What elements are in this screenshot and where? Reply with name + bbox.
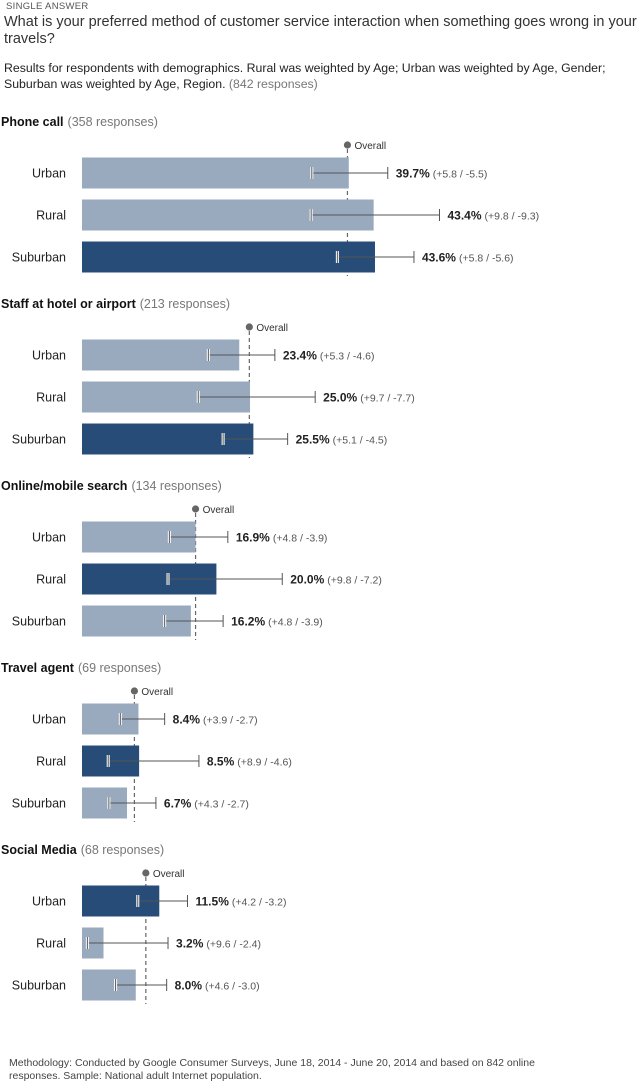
value-percent: 43.4% [448, 209, 482, 223]
chart-section: Online/mobile search (134 responses) Overa… [1, 479, 382, 640]
value-percent: 25.0% [323, 391, 357, 405]
value-percent: 25.5% [296, 433, 330, 447]
confidence-interval: (+5.3 / -4.6) [320, 351, 375, 363]
section-title: Travel agent (69 responses) [1, 661, 161, 675]
overall-label: Overall [354, 141, 386, 152]
confidence-interval: (+4.6 / -3.0) [205, 981, 260, 993]
category-label: Rural [36, 209, 66, 223]
confidence-interval: (+9.6 / -2.4) [206, 939, 261, 951]
chart-section: Travel agent (69 responses) Overall Urban 8.… [1, 661, 292, 822]
value-label: 23.4% (+5.3 / -4.6) [283, 349, 375, 363]
value-percent: 3.2% [176, 937, 204, 951]
value-label: 39.7% (+5.8 / -5.5) [396, 167, 488, 181]
overall-marker [130, 687, 139, 695]
overall-label: Overall [203, 505, 235, 516]
total-responses: (842 responses) [228, 77, 318, 91]
category-label: Urban [32, 713, 66, 727]
value-percent: 8.5% [207, 755, 235, 769]
overall-marker [191, 505, 200, 513]
confidence-interval: (+9.8 / -9.3) [485, 211, 540, 223]
value-label: 25.0% (+9.7 / -7.7) [323, 391, 415, 405]
confidence-interval: (+3.9 / -2.7) [203, 715, 258, 727]
value-percent: 43.6% [422, 251, 456, 265]
subtitle-text: Results for respondents with demographic… [4, 61, 606, 91]
value-label: 6.7% (+4.3 / -2.7) [164, 797, 249, 811]
confidence-interval: (+4.8 / -3.9) [268, 617, 323, 629]
value-label: 11.5% (+4.2 / -3.2) [196, 895, 287, 909]
value-percent: 16.2% [231, 615, 265, 629]
category-label: Urban [32, 167, 66, 181]
category-label: Urban [32, 349, 66, 363]
value-percent: 23.4% [283, 349, 317, 363]
value-percent: 20.0% [290, 573, 324, 587]
results-subtitle: Results for respondents with demographic… [4, 60, 641, 92]
confidence-interval: (+5.1 / -4.5) [333, 435, 388, 447]
confidence-interval: (+8.9 / -4.6) [237, 757, 292, 769]
confidence-interval: (+5.8 / -5.6) [459, 253, 514, 265]
category-label: Rural [36, 755, 66, 769]
section-title: Phone call (358 responses) [1, 115, 158, 129]
value-label: 25.5% (+5.1 / -4.5) [296, 433, 388, 447]
section-title: Staff at hotel or airport (213 responses) [1, 297, 230, 311]
section-title-text: Staff at hotel or airport [1, 297, 137, 311]
category-label: Suburban [12, 251, 66, 265]
methodology-note: Methodology: Conducted by Google Consume… [9, 1057, 535, 1082]
section-title: Online/mobile search (134 responses) [1, 479, 222, 493]
value-percent: 6.7% [164, 797, 192, 811]
section-response-count: (134 responses) [131, 479, 221, 493]
category-label: Suburban [12, 797, 66, 811]
value-percent: 8.4% [173, 713, 201, 727]
chart-section: Staff at hotel or airport (213 responses)… [1, 297, 415, 458]
value-label: 16.9% (+4.8 / -3.9) [236, 531, 328, 545]
value-label: 16.2% (+4.8 / -3.9) [231, 615, 323, 629]
confidence-interval: (+4.3 / -2.7) [194, 799, 249, 811]
section-response-count: (213 responses) [140, 297, 230, 311]
value-label: 43.6% (+5.8 / -5.6) [422, 251, 514, 265]
section-title: Social Media (68 responses) [1, 843, 164, 857]
value-percent: 8.0% [175, 979, 203, 993]
overall-marker [343, 141, 352, 149]
category-label: Suburban [12, 979, 66, 993]
question-title: What is your preferred method of custome… [4, 14, 637, 47]
overall-label: Overall [256, 323, 288, 334]
category-label: Rural [36, 573, 66, 587]
overall-marker [142, 869, 150, 877]
overall-label: Overall [141, 687, 173, 698]
value-label: 8.5% (+8.9 / -4.6) [207, 755, 292, 769]
confidence-interval: (+9.8 / -7.2) [327, 575, 382, 587]
confidence-interval: (+4.2 / -3.2) [232, 897, 287, 909]
survey-results-chart: Phone call (358 responses) Overall Urban 39.… [1, 115, 539, 1004]
confidence-interval: (+5.8 / -5.5) [433, 169, 488, 181]
question-type-tag: SINGLE ANSWER [6, 1, 89, 12]
category-label: Rural [36, 937, 66, 951]
category-label: Rural [36, 391, 66, 405]
confidence-interval: (+9.7 / -7.7) [360, 393, 415, 405]
value-percent: 39.7% [396, 167, 430, 181]
value-label: 43.4% (+9.8 / -9.3) [448, 209, 540, 223]
value-percent: 16.9% [236, 531, 270, 545]
value-percent: 11.5% [196, 895, 230, 909]
chart-section: Phone call (358 responses) Overall Urban 39.… [1, 115, 539, 276]
category-label: Urban [32, 531, 66, 545]
section-title-text: Social Media [1, 843, 78, 857]
section-response-count: (69 responses) [78, 661, 161, 675]
bar [82, 157, 349, 189]
section-response-count: (68 responses) [81, 843, 164, 857]
category-label: Urban [32, 895, 66, 909]
confidence-interval: (+4.8 / -3.9) [273, 533, 328, 545]
section-title-text: Online/mobile search [1, 479, 127, 493]
section-response-count: (358 responses) [68, 115, 158, 129]
category-label: Suburban [12, 433, 66, 447]
bar [82, 241, 375, 273]
value-label: 3.2% (+9.6 / -2.4) [176, 937, 261, 951]
value-label: 20.0% (+9.8 / -7.2) [290, 573, 382, 587]
category-label: Suburban [12, 615, 66, 629]
section-title-text: Travel agent [1, 661, 75, 675]
overall-label: Overall [153, 869, 185, 880]
section-title-text: Phone call [1, 115, 64, 129]
overall-marker [245, 323, 253, 331]
value-label: 8.0% (+4.6 / -3.0) [175, 979, 260, 993]
chart-section: Social Media (68 responses) Overall Urban 11… [1, 843, 286, 1004]
value-label: 8.4% (+3.9 / -2.7) [173, 713, 258, 727]
